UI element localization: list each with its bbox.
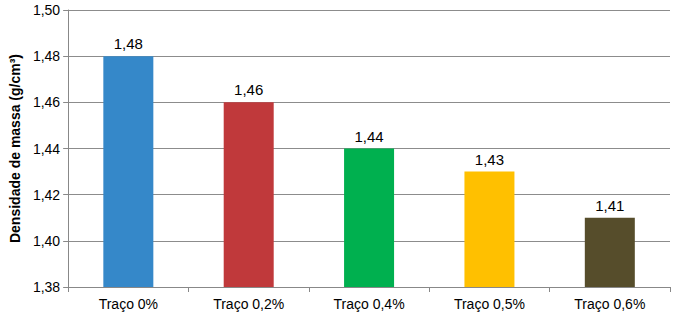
svg-text:1,48: 1,48 xyxy=(114,35,143,52)
svg-text:1,44: 1,44 xyxy=(33,141,60,157)
svg-text:1,48: 1,48 xyxy=(33,48,60,64)
svg-text:Densidade de massa (g/cm³): Densidade de massa (g/cm³) xyxy=(7,54,23,243)
svg-text:1,41: 1,41 xyxy=(595,197,624,214)
svg-text:1,46: 1,46 xyxy=(234,81,263,98)
svg-text:Traço 0%: Traço 0% xyxy=(99,296,158,312)
svg-text:Traço 0,4%: Traço 0,4% xyxy=(334,296,405,312)
svg-text:1,38: 1,38 xyxy=(33,279,60,295)
svg-text:1,46: 1,46 xyxy=(33,94,60,110)
svg-text:1,43: 1,43 xyxy=(475,151,504,168)
svg-text:1,44: 1,44 xyxy=(354,128,383,145)
svg-text:Traço 0,6%: Traço 0,6% xyxy=(574,296,645,312)
svg-text:Traço 0,2%: Traço 0,2% xyxy=(213,296,284,312)
svg-text:1,42: 1,42 xyxy=(33,187,60,203)
svg-text:1,40: 1,40 xyxy=(33,233,60,249)
svg-text:1,50: 1,50 xyxy=(33,2,60,18)
svg-text:Traço 0,5%: Traço 0,5% xyxy=(454,296,525,312)
